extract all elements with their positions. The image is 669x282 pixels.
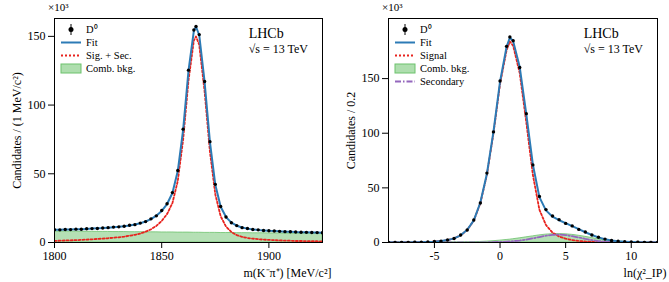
svg-text:50: 50	[368, 181, 380, 195]
html-text:LHCb: LHCb	[248, 26, 284, 41]
svg-text:5: 5	[563, 249, 569, 263]
svg-text:0: 0	[374, 235, 380, 249]
svg-text:0: 0	[497, 249, 503, 263]
svg-text:0: 0	[40, 235, 46, 249]
html-text:×10³: ×10³	[382, 1, 403, 13]
svg-text:Candidates / 0.2: Candidates / 0.2	[344, 92, 358, 170]
svg-text:1800: 1800	[43, 249, 67, 263]
svg-text:150: 150	[28, 29, 46, 43]
html-text:Signal: Signal	[420, 50, 447, 61]
svg-text:10: 10	[625, 249, 637, 263]
html-text:Secondary: Secondary	[420, 76, 465, 87]
html-text:Comb. bkg.: Comb. bkg.	[86, 63, 136, 74]
svg-text:m(K⁻π⁺) [MeV/c²]: m(K⁻π⁺) [MeV/c²]	[244, 266, 332, 280]
svg-text:150: 150	[362, 71, 380, 85]
svg-text:ln(χ²_IP): ln(χ²_IP)	[624, 266, 667, 280]
svg-text:1850: 1850	[150, 249, 174, 263]
svg-text:Candidates / (1 MeV/c²): Candidates / (1 MeV/c²)	[10, 72, 24, 189]
html-text:Comb. bkg.: Comb. bkg.	[420, 63, 470, 74]
html-text:LHCb: LHCb	[583, 26, 619, 41]
html-text:D⁰: D⁰	[86, 24, 98, 35]
html-text:√s = 13 TeV: √s = 13 TeV	[248, 42, 308, 56]
svg-text:100: 100	[28, 98, 46, 112]
html-text:×10³: ×10³	[48, 1, 69, 13]
html-text:Sig. + Sec.: Sig. + Sec.	[86, 50, 132, 61]
html-text:√s = 13 TeV: √s = 13 TeV	[583, 42, 643, 56]
svg-text:-5: -5	[429, 249, 439, 263]
svg-text:1900: 1900	[257, 249, 281, 263]
svg-text:50: 50	[34, 167, 46, 181]
html-text:D⁰: D⁰	[420, 24, 432, 35]
html-text:Fit: Fit	[420, 37, 432, 48]
html-text:Fit: Fit	[86, 37, 98, 48]
svg-text:100: 100	[362, 126, 380, 140]
